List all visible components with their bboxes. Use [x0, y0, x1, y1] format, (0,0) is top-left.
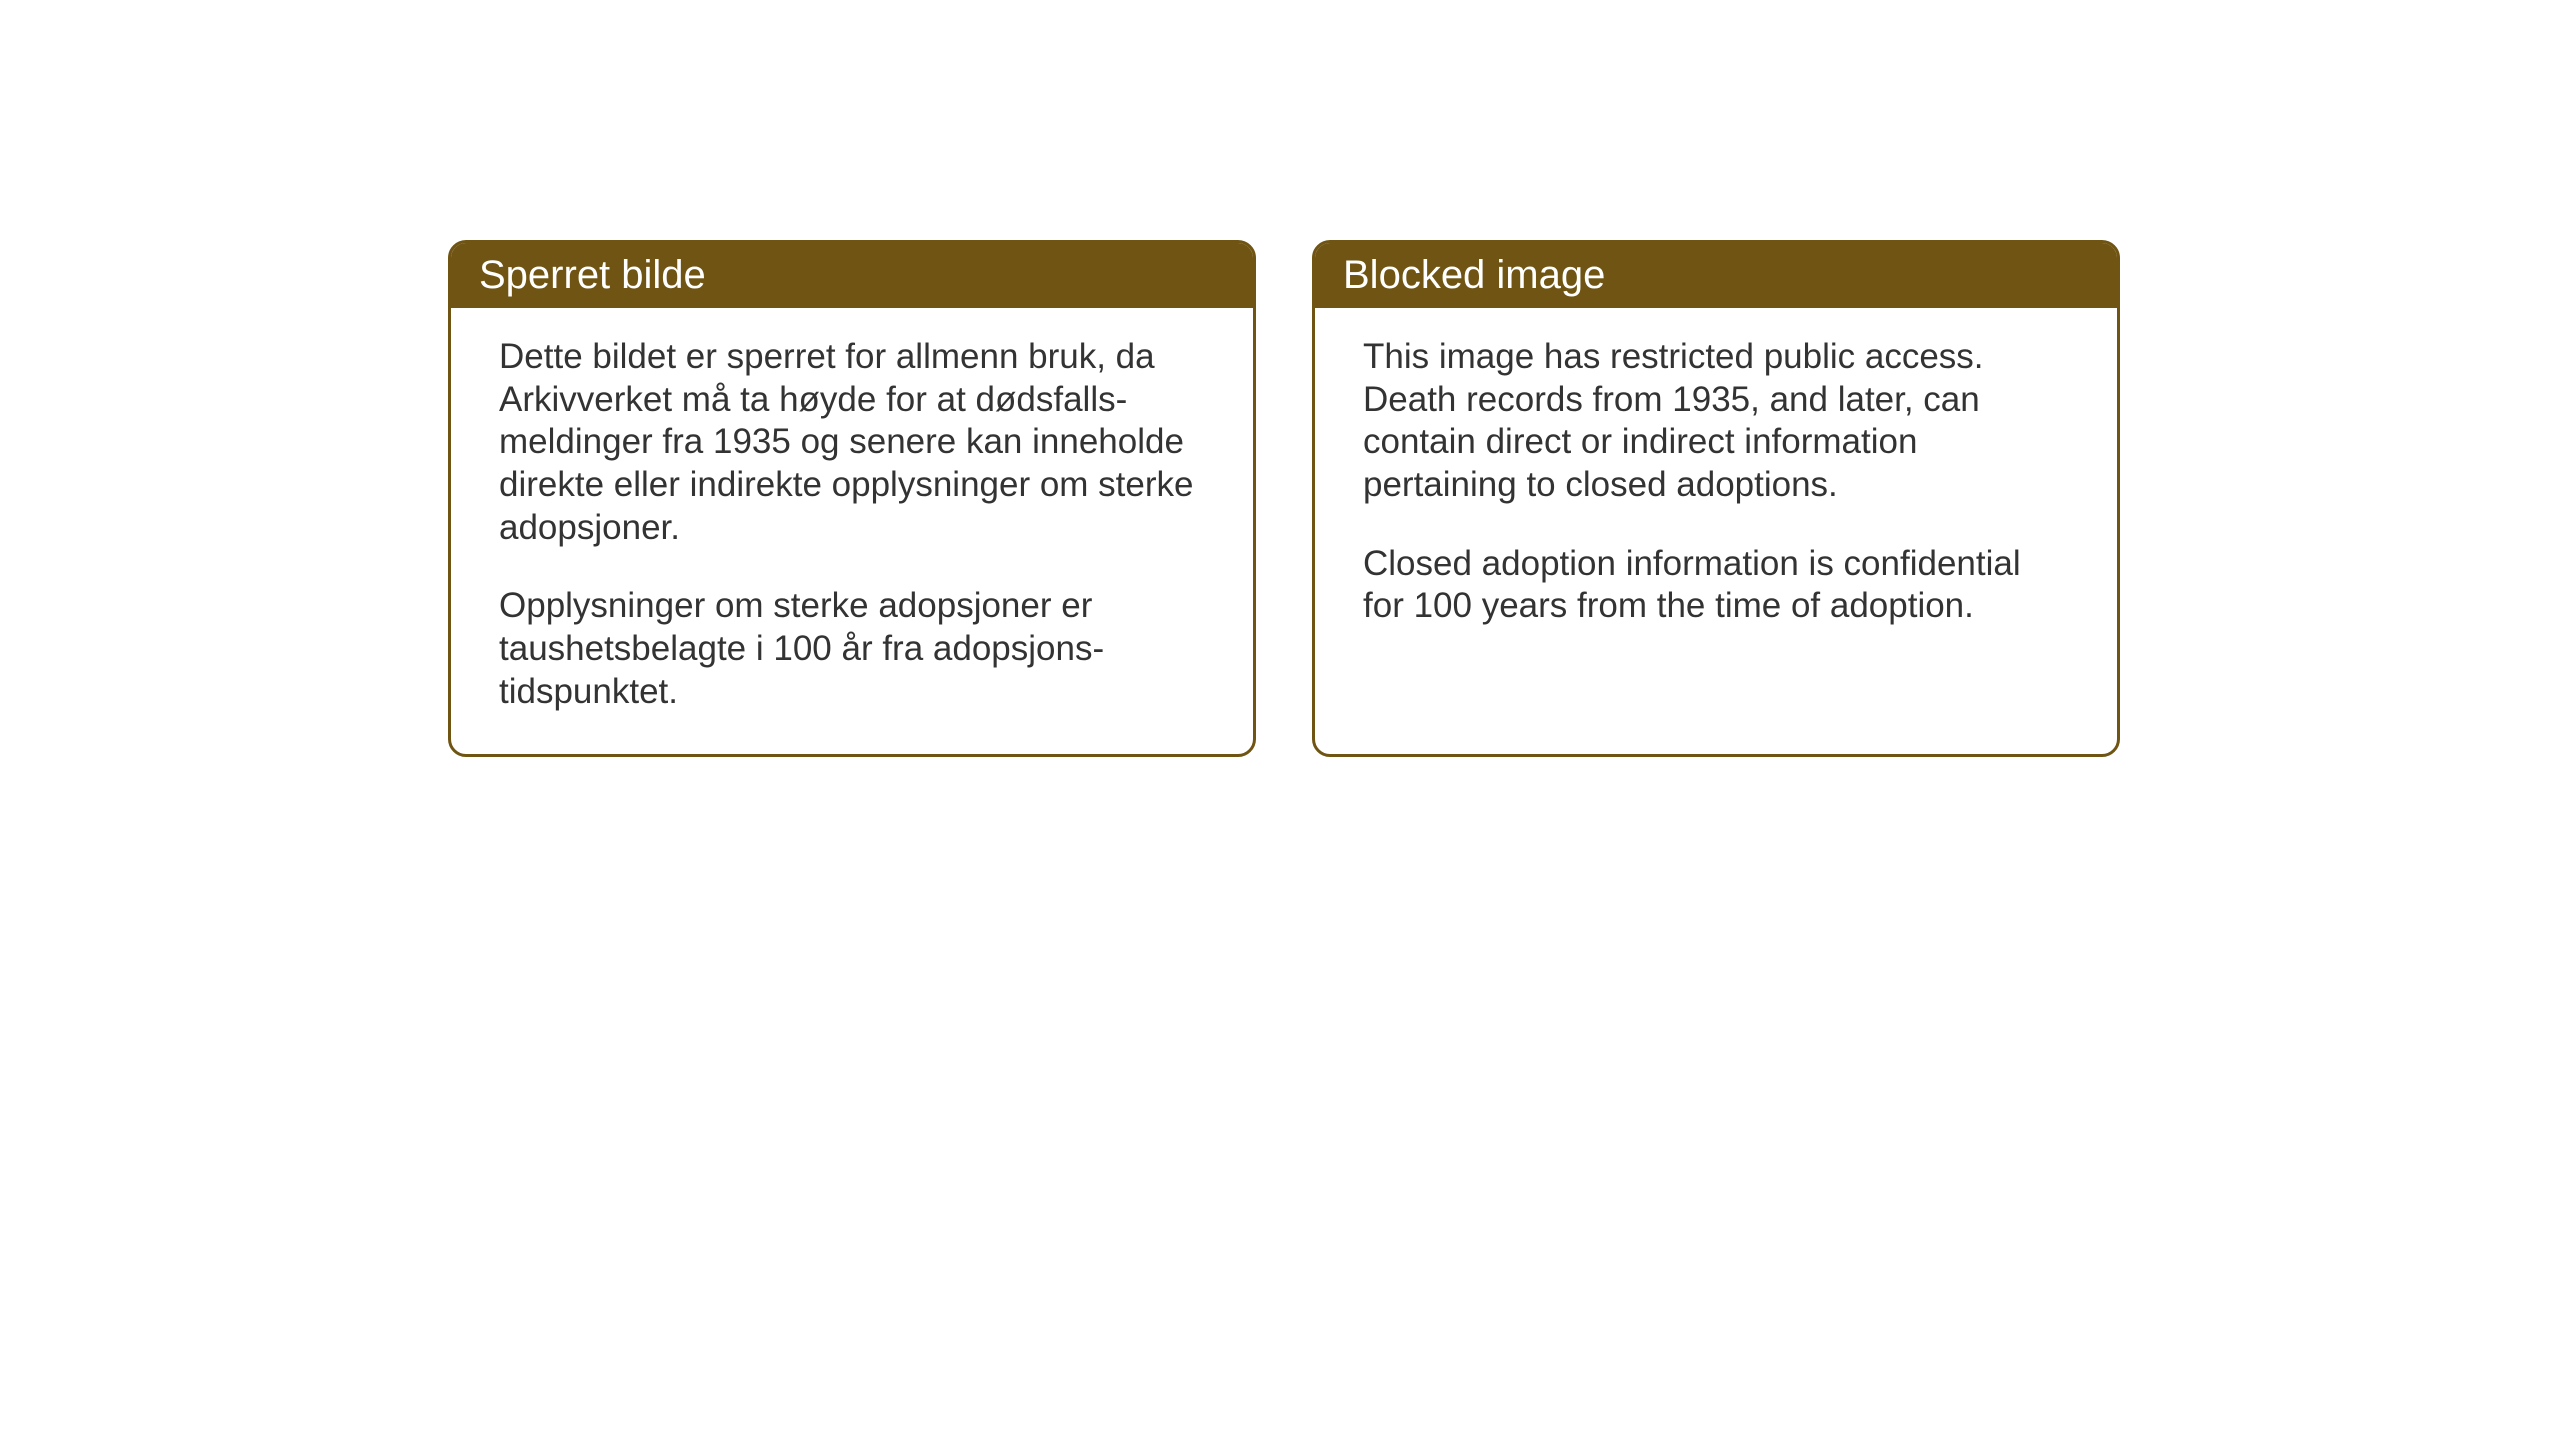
notice-card-norwegian: Sperret bilde Dette bildet er sperret fo…	[448, 240, 1256, 757]
card-paragraph: Closed adoption information is confident…	[1363, 543, 2069, 628]
card-paragraph: This image has restricted public access.…	[1363, 336, 2069, 507]
card-header: Blocked image	[1315, 243, 2117, 308]
card-title: Blocked image	[1343, 253, 1605, 297]
card-paragraph: Dette bildet er sperret for allmenn bruk…	[499, 336, 1205, 549]
card-paragraph: Opplysninger om sterke adopsjoner er tau…	[499, 585, 1205, 713]
card-body: This image has restricted public access.…	[1315, 308, 2117, 668]
card-body: Dette bildet er sperret for allmenn bruk…	[451, 308, 1253, 754]
card-header: Sperret bilde	[451, 243, 1253, 308]
notice-card-english: Blocked image This image has restricted …	[1312, 240, 2120, 757]
card-title: Sperret bilde	[479, 253, 706, 297]
notice-container: Sperret bilde Dette bildet er sperret fo…	[448, 240, 2120, 757]
